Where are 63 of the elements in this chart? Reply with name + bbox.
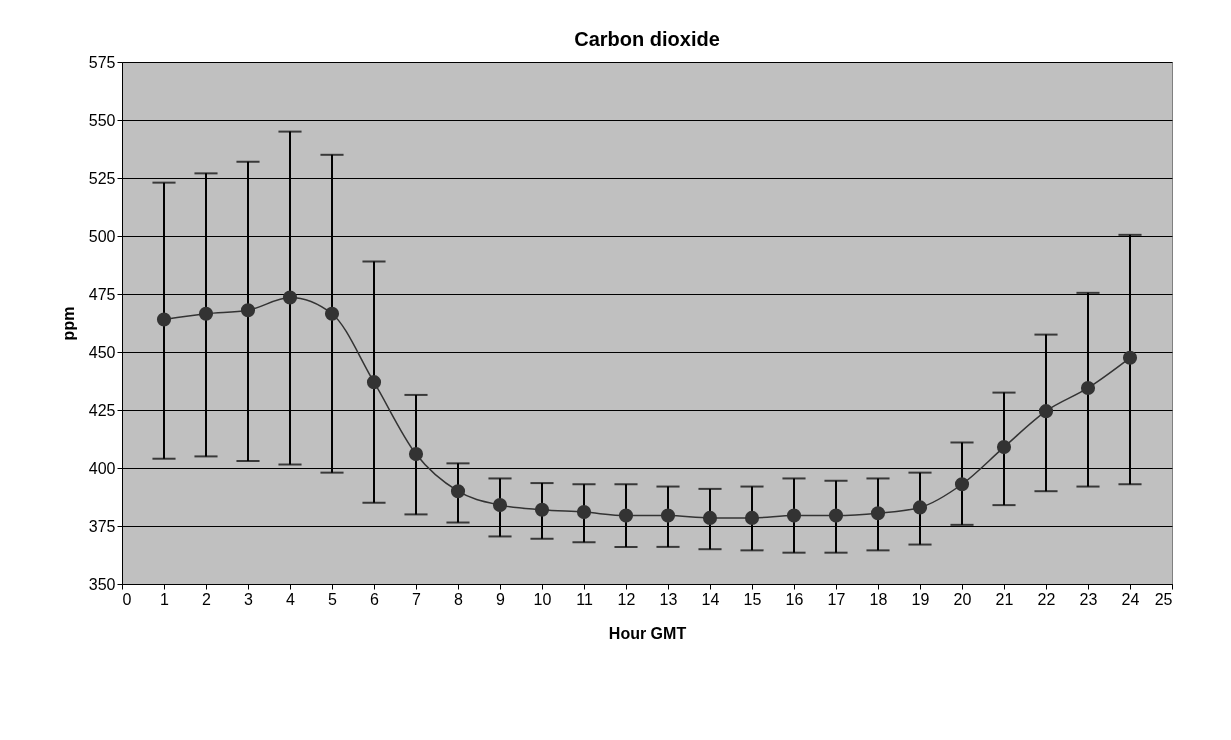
- point: [576, 505, 592, 520]
- point: [828, 508, 844, 523]
- x-tick-label: 8: [454, 590, 464, 608]
- y-tick-label: 575: [88, 53, 116, 71]
- x-tick-label: 0: [122, 590, 132, 608]
- point: [492, 498, 508, 513]
- x-tick-label: 2: [202, 590, 212, 608]
- x-tick-label: 14: [701, 590, 720, 608]
- y-tick-label: 525: [88, 169, 116, 187]
- y-tick-label: 400: [88, 459, 116, 477]
- x-tick-label: 7: [412, 590, 422, 608]
- point: [450, 484, 466, 499]
- point: [618, 508, 634, 523]
- x-tick-label: 15: [743, 590, 762, 608]
- x-tick-label: 12: [617, 590, 636, 608]
- y-tick-label: 425: [88, 401, 116, 419]
- point: [366, 375, 382, 390]
- x-tick-label: 18: [869, 590, 888, 608]
- x-tick-label: 9: [496, 590, 506, 608]
- x-tick-label: 4: [286, 590, 296, 608]
- point: [408, 447, 424, 462]
- x-axis-title: Hour GMT: [608, 624, 687, 642]
- x-tick-label: 5: [328, 590, 338, 608]
- point: [786, 508, 802, 523]
- point: [1038, 404, 1054, 419]
- point: [870, 506, 886, 521]
- x-tick-label: 13: [659, 590, 678, 608]
- x-tick-label: 6: [370, 590, 380, 608]
- point: [324, 306, 340, 321]
- point: [1080, 380, 1096, 396]
- point: [744, 510, 760, 525]
- point: [996, 440, 1012, 455]
- y-axis-title: ppm: [59, 306, 77, 341]
- x-tick-label: 23: [1079, 590, 1098, 608]
- x-tick-label: 3: [244, 590, 254, 608]
- y-tick-label: 500: [88, 227, 116, 245]
- y-tick-label: 550: [88, 111, 116, 129]
- point: [702, 510, 718, 525]
- x-tick-label: 21: [995, 590, 1014, 608]
- y-tick-label: 475: [88, 285, 116, 303]
- chart-title: Carbon dioxide: [574, 28, 720, 50]
- x-tick-label: 10: [533, 590, 552, 608]
- x-tick-label: 22: [1037, 590, 1056, 608]
- x-tick-label: 24: [1121, 590, 1140, 608]
- y-tick-label: 350: [88, 575, 116, 593]
- x-tick-label: 20: [953, 590, 972, 608]
- point: [282, 290, 298, 305]
- point: [156, 312, 172, 327]
- point: [660, 508, 676, 523]
- x-tick-label: 25: [1154, 590, 1173, 608]
- point: [1122, 350, 1138, 365]
- point: [240, 303, 256, 318]
- x-tick-label: 11: [576, 590, 593, 608]
- x-tick-label: 1: [160, 590, 170, 608]
- y-tick-label: 375: [88, 517, 116, 535]
- point: [198, 306, 214, 321]
- x-tick-label: 19: [911, 590, 930, 608]
- point: [954, 477, 970, 492]
- y-tick-label: 450: [88, 343, 116, 361]
- point: [534, 502, 550, 517]
- x-tick-label: 16: [785, 590, 804, 608]
- point: [912, 500, 928, 515]
- x-tick-label: 17: [827, 590, 846, 608]
